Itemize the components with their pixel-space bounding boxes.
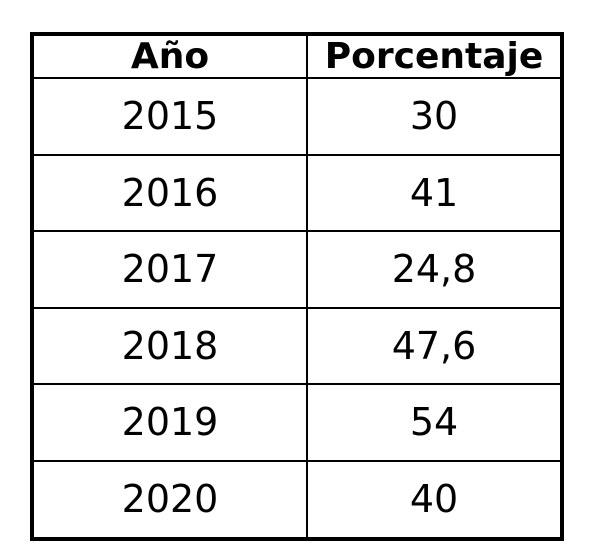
table-cell: 47,6 xyxy=(306,306,563,386)
table-cell: 30 xyxy=(306,77,563,156)
table-cell: 2018 xyxy=(31,306,308,386)
table-cell: 2015 xyxy=(31,77,308,156)
header-cell: Año xyxy=(31,33,308,79)
table-row: 2020 40 xyxy=(31,459,563,541)
table-cell: 54 xyxy=(306,383,563,462)
table-cell: 2016 xyxy=(31,153,308,233)
header-row: Año Porcentaje xyxy=(31,33,563,79)
table-row: 2019 54 xyxy=(31,383,563,462)
table-row: 2016 41 xyxy=(31,153,563,233)
table-row: 2017 24,8 xyxy=(31,230,563,309)
header-cell: Porcentaje xyxy=(306,33,563,79)
table-cell: 24,8 xyxy=(306,230,563,309)
table-row: 2018 47,6 xyxy=(31,306,563,386)
table-row: 2015 30 xyxy=(31,77,563,156)
data-table: Año Porcentaje 2015 30 2016 41 2017 24,8 2018 4… xyxy=(30,32,564,541)
table-cell: 2020 xyxy=(31,459,308,541)
table-cell: 2019 xyxy=(31,383,308,462)
table-cell: 40 xyxy=(306,459,563,541)
table-cell: 41 xyxy=(306,153,563,233)
table-body: 2015 30 2016 41 2017 24,8 2018 47,6 2019 54 2020 40 xyxy=(31,77,563,541)
table-cell: 2017 xyxy=(31,230,308,309)
